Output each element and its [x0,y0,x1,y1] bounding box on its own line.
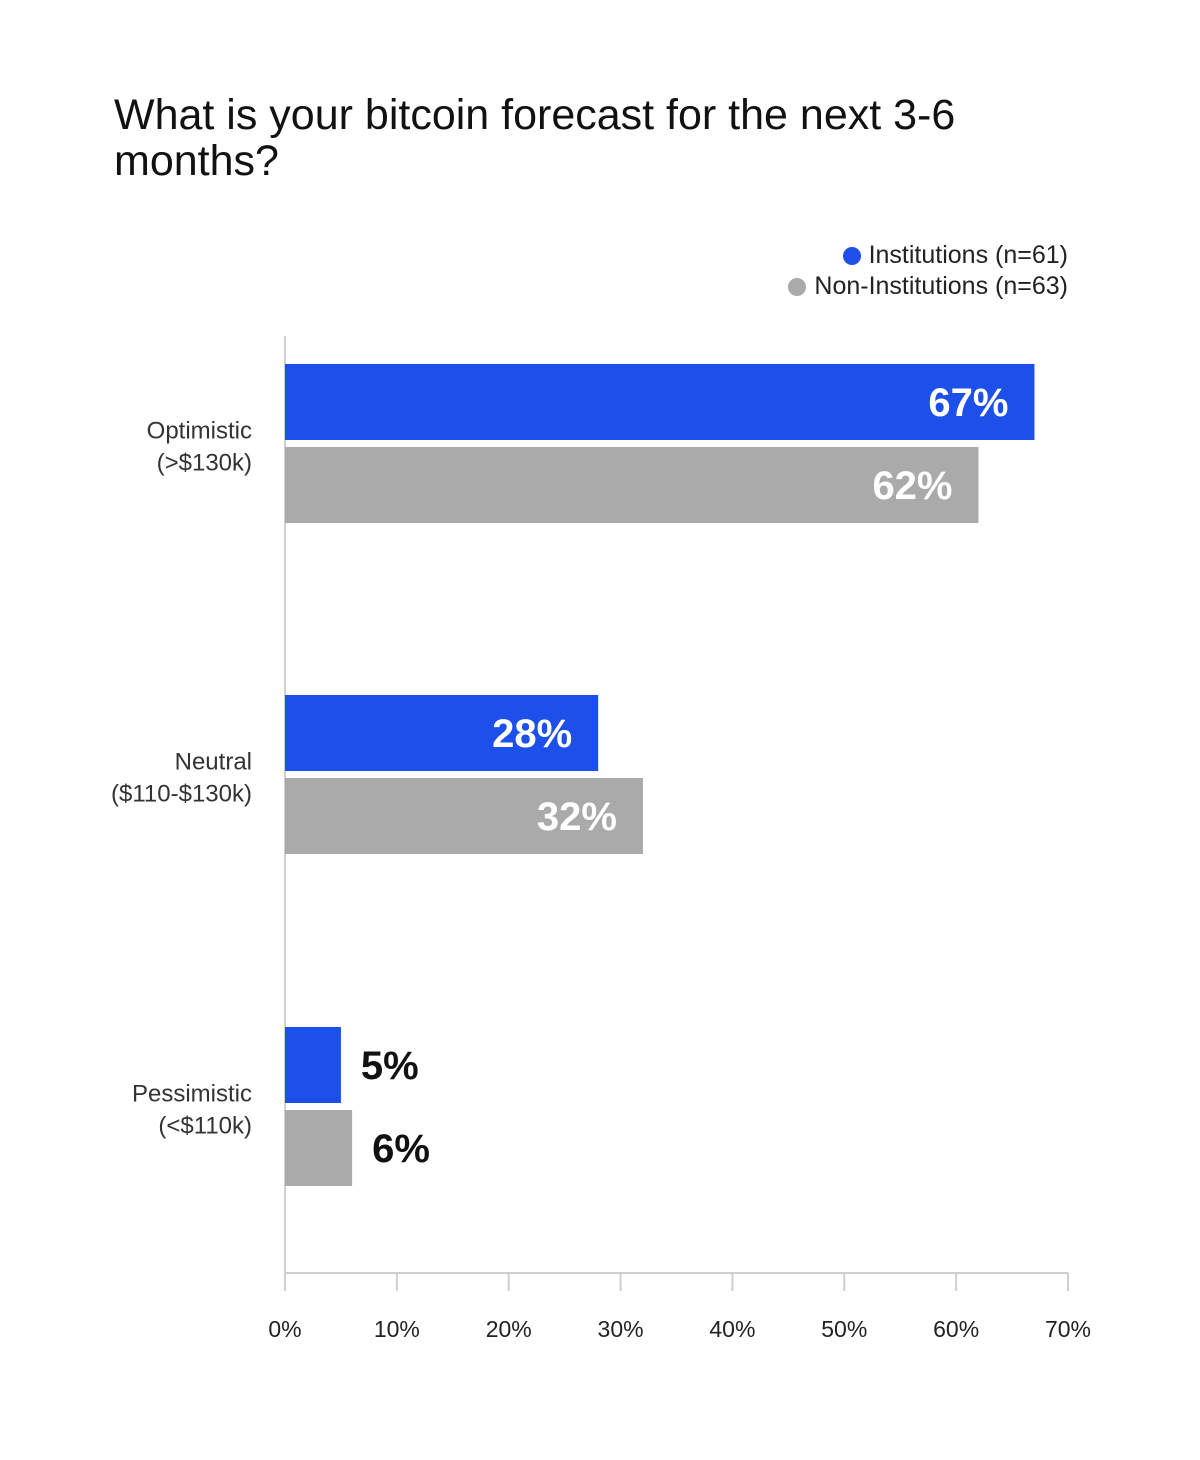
category-label: Optimistic [147,418,252,445]
x-tick-label: 70% [1045,1316,1091,1342]
data-label: 62% [872,464,952,508]
bar-institutions [285,695,599,771]
x-tick-label: 0% [268,1316,301,1342]
x-tick-label: 10% [374,1316,420,1342]
bar-non-institutions [285,1110,353,1186]
category-sublabel: (<$110k) [158,1113,252,1140]
category-label: Neutral [175,749,252,776]
data-label: 67% [928,381,1008,425]
bar-institutions [285,364,1035,440]
legend: Institutions (n=61) Non-Institutions (n=… [788,240,1068,302]
category-sublabel: (>$130k) [157,450,252,477]
bar-institutions [285,1027,341,1103]
data-label: 28% [492,712,572,756]
legend-label-institutions: Institutions (n=61) [868,241,1068,269]
x-tick-label: 40% [709,1316,755,1342]
x-tick-label: 30% [598,1316,644,1342]
chart-title: What is your bitcoin forecast for the ne… [114,91,956,185]
legend-dot-icon [842,246,861,265]
bar-non-institutions [285,778,643,854]
x-tick-label: 20% [486,1316,532,1342]
x-tick-label: 50% [821,1316,867,1342]
legend-item-non-institutions: Non-Institutions (n=63) [788,271,1068,302]
x-tick-label: 60% [933,1316,979,1342]
legend-item-institutions: Institutions (n=61) [788,240,1068,271]
data-label: 32% [537,795,617,839]
data-label: 5% [361,1044,419,1088]
data-label: 6% [372,1127,430,1171]
category-sublabel: ($110-$130k) [111,781,252,808]
legend-label-non-institutions: Non-Institutions (n=63) [814,272,1068,300]
legend-dot-icon [788,277,807,296]
category-label: Pessimistic [132,1081,252,1108]
bar-non-institutions [285,447,979,523]
